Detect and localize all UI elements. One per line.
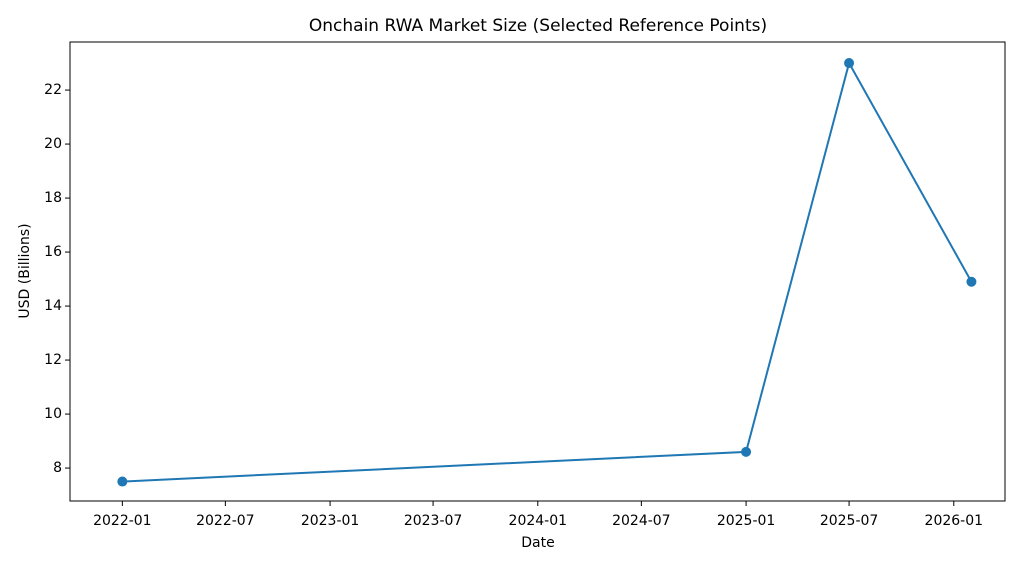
plot-frame — [69, 41, 1006, 502]
y-tick-label: 16 — [44, 244, 62, 260]
series-line — [122, 60, 973, 483]
y-tick-label: 14 — [44, 298, 62, 314]
x-tick-label: 2025-07 — [820, 513, 879, 529]
x-tick-label: 2024-07 — [612, 513, 671, 529]
data-point — [117, 476, 128, 487]
x-tick-label: 2022-07 — [196, 513, 255, 529]
x-tick-label: 2023-07 — [404, 513, 463, 529]
y-tick-label: 22 — [44, 82, 62, 98]
x-tick-label: 2022-01 — [93, 513, 152, 529]
y-tick-label: 18 — [44, 190, 62, 206]
x-axis-label: Date — [521, 535, 554, 551]
y-tick-label: 10 — [44, 406, 62, 422]
y-tick-label: 12 — [44, 352, 62, 368]
x-tick-label: 2024-01 — [509, 513, 568, 529]
data-point — [844, 58, 855, 69]
chart-title: Onchain RWA Market Size (Selected Refere… — [309, 16, 767, 36]
y-tick-label: 8 — [53, 460, 62, 476]
x-tick-label: 2023-01 — [301, 513, 360, 529]
y-tick-label: 20 — [44, 136, 62, 152]
y-axis-label: USD (Billions) — [17, 223, 33, 318]
x-tick-label: 2026-01 — [925, 513, 984, 529]
data-point — [966, 276, 977, 287]
x-tick-label: 2025-01 — [717, 513, 776, 529]
data-point — [741, 446, 752, 457]
